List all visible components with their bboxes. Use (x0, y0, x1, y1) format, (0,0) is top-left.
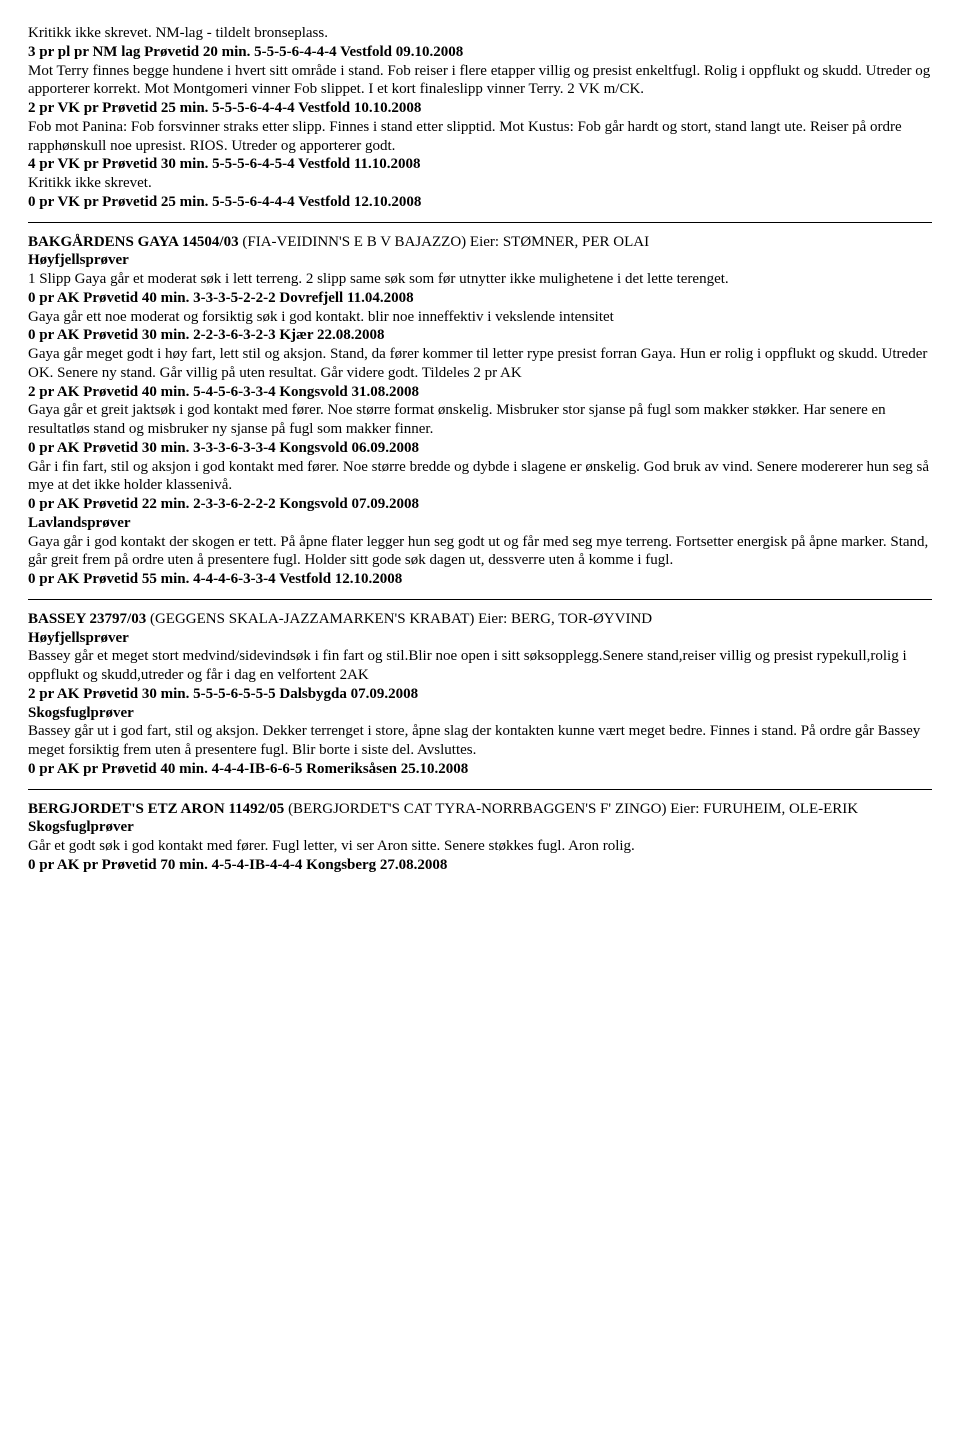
text-line: Gaya går i god kontakt der skogen er tet… (28, 533, 932, 571)
result-line: 0 pr AK pr Prøvetid 70 min. 4-5-4-IB-4-4… (28, 856, 932, 875)
result-line: 4 pr VK pr Prøvetid 30 min. 5-5-5-6-4-5-… (28, 155, 932, 174)
text-line: Kritikk ikke skrevet. (28, 174, 932, 193)
divider (28, 789, 932, 790)
entry-title: BASSEY 23797/03 (GEGGENS SKALA-JAZZAMARK… (28, 610, 932, 629)
result-line: 3 pr pl pr NM lag Prøvetid 20 min. 5-5-5… (28, 43, 932, 62)
text-line: Kritikk ikke skrevet. NM-lag - tildelt b… (28, 24, 932, 43)
divider (28, 222, 932, 223)
text-line: Bassey går et meget stort medvind/sidevi… (28, 647, 932, 685)
result-line: 2 pr VK pr Prøvetid 25 min. 5-5-5-6-4-4-… (28, 99, 932, 118)
text-line: Gaya går et greit jaktsøk i god kontakt … (28, 401, 932, 439)
entry-title: BAKGÅRDENS GAYA 14504/03 (FIA-VEIDINN'S … (28, 233, 932, 252)
category-heading: Høyfjellsprøver (28, 629, 932, 648)
dog-name: BAKGÅRDENS GAYA 14504/03 (28, 234, 239, 250)
text-line: Mot Terry finnes begge hundene i hvert s… (28, 62, 932, 100)
dog-info: (GEGGENS SKALA-JAZZAMARKEN'S KRABAT) Eie… (146, 611, 652, 627)
category-heading: Høyfjellsprøver (28, 251, 932, 270)
dog-info: (BERGJORDET'S CAT TYRA-NORRBAGGEN'S F' Z… (284, 801, 858, 817)
result-line: 2 pr AK Prøvetid 40 min. 5-4-5-6-3-3-4 K… (28, 383, 932, 402)
section-3: BASSEY 23797/03 (GEGGENS SKALA-JAZZAMARK… (28, 610, 932, 779)
section-1: Kritikk ikke skrevet. NM-lag - tildelt b… (28, 24, 932, 212)
result-line: 0 pr AK Prøvetid 30 min. 3-3-3-6-3-3-4 K… (28, 439, 932, 458)
category-heading: Skogsfuglprøver (28, 704, 932, 723)
result-line: 0 pr VK pr Prøvetid 25 min. 5-5-5-6-4-4-… (28, 193, 932, 212)
result-line: 0 pr AK Prøvetid 22 min. 2-3-3-6-2-2-2 K… (28, 495, 932, 514)
text-line: Gaya går ett noe moderat og forsiktig sø… (28, 308, 932, 327)
category-heading: Skogsfuglprøver (28, 818, 932, 837)
result-line: 0 pr AK Prøvetid 40 min. 3-3-3-5-2-2-2 D… (28, 289, 932, 308)
result-line: 0 pr AK Prøvetid 55 min. 4-4-4-6-3-3-4 V… (28, 570, 932, 589)
text-line: Gaya går meget godt i høy fart, lett sti… (28, 345, 932, 383)
section-2: BAKGÅRDENS GAYA 14504/03 (FIA-VEIDINN'S … (28, 233, 932, 589)
dog-name: BERGJORDET'S ETZ ARON 11492/05 (28, 801, 284, 817)
result-line: 0 pr AK pr Prøvetid 40 min. 4-4-4-IB-6-6… (28, 760, 932, 779)
text-line: Bassey går ut i god fart, stil og aksjon… (28, 722, 932, 760)
text-line: Går i fin fart, stil og aksjon i god kon… (28, 458, 932, 496)
text-line: Går et godt søk i god kontakt med fører.… (28, 837, 932, 856)
entry-title: BERGJORDET'S ETZ ARON 11492/05 (BERGJORD… (28, 800, 932, 819)
category-heading: Lavlandsprøver (28, 514, 932, 533)
result-line: 2 pr AK Prøvetid 30 min. 5-5-5-6-5-5-5 D… (28, 685, 932, 704)
dog-info: (FIA-VEIDINN'S E B V BAJAZZO) Eier: STØM… (239, 234, 649, 250)
text-line: 1 Slipp Gaya går et moderat søk i lett t… (28, 270, 932, 289)
section-4: BERGJORDET'S ETZ ARON 11492/05 (BERGJORD… (28, 800, 932, 875)
result-line: 0 pr AK Prøvetid 30 min. 2-2-3-6-3-2-3 K… (28, 326, 932, 345)
divider (28, 599, 932, 600)
text-line: Fob mot Panina: Fob forsvinner straks et… (28, 118, 932, 156)
dog-name: BASSEY 23797/03 (28, 611, 146, 627)
